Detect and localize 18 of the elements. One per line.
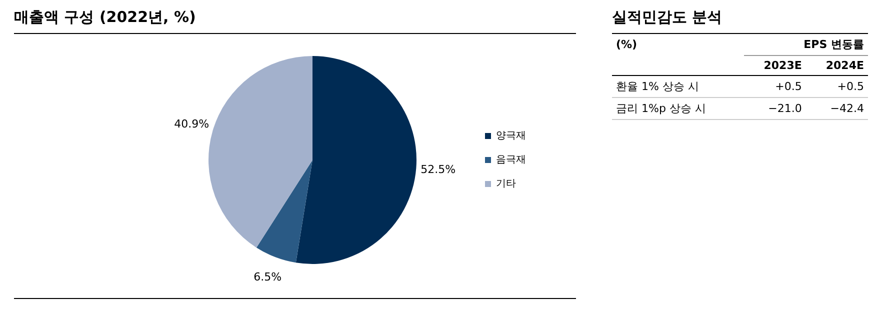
data-label: 40.9% [174,117,210,130]
text: (%) [615,37,638,54]
chart-title: 매출액 구성 (2022년, %) [14,8,576,34]
category-label: 금리 1%p 상승 시 [615,101,707,117]
legend-label: 기타 [496,178,516,190]
text: 실적민감도 분석 [612,8,724,28]
data-label: −42.4 [829,101,865,117]
legend-label: 음극재 [496,154,526,166]
data-label: −21.0 [767,101,803,117]
text: EPS 변동률 [744,34,868,56]
legend-label: 양극재 [496,130,526,142]
data-label: +0.5 [774,79,803,95]
data-label: 6.5% [254,270,282,284]
data-label: +0.5 [836,79,865,95]
text: 2023E [762,58,803,74]
category-label: 환율 1% 상승 시 [615,79,700,95]
data-label: 52.5% [420,162,456,176]
text: 2024E [824,58,865,74]
